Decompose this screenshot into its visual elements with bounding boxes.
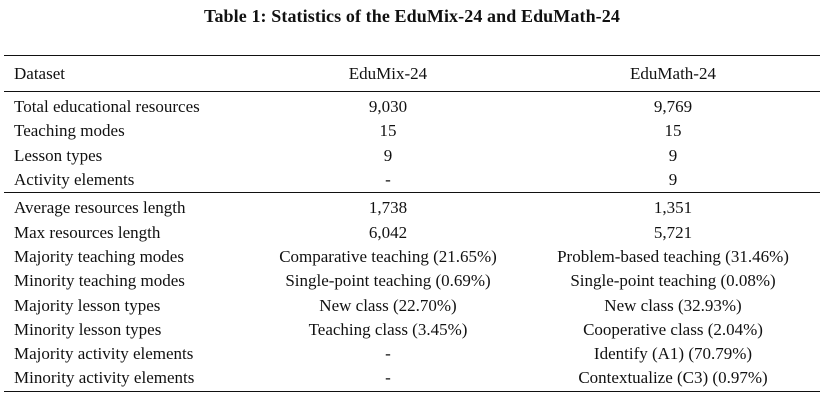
- edumath-value: New class (32.93%): [604, 295, 742, 315]
- column-header-edumath: EduMath-24: [526, 55, 820, 92]
- table-header-row: Dataset EduMix-24 EduMath-24: [4, 55, 820, 92]
- edumix-value: Single-point teaching (0.69%): [285, 271, 491, 291]
- edumix-value: 9,030: [250, 91, 526, 120]
- edumath-value: 9: [668, 170, 678, 190]
- edumix-value: -: [385, 344, 391, 364]
- edumath-value: Cooperative class (2.04%): [583, 319, 763, 339]
- table-row: Minority activity elements - Contextuali…: [4, 366, 820, 392]
- table-row: Average resources length 1,738 1,351: [4, 192, 820, 221]
- edumath-value: 9,769: [526, 91, 820, 120]
- table-row: Activity elements - 9: [4, 168, 820, 193]
- edumath-value: 15: [664, 121, 682, 141]
- edumix-value: Comparative teaching (21.65%): [279, 246, 497, 266]
- row-label: Total educational resources: [4, 91, 250, 120]
- table-row: Minority lesson types Teaching class (3.…: [4, 318, 820, 342]
- row-label: Activity elements: [14, 170, 135, 190]
- edumix-value: Teaching class (3.45%): [308, 319, 468, 339]
- table-row: Majority lesson types New class (22.70%)…: [4, 293, 820, 317]
- edumath-value: Problem-based teaching (31.46%): [557, 246, 789, 266]
- edumix-value: 1,738: [250, 192, 526, 221]
- row-label: Lesson types: [14, 145, 103, 165]
- column-header-dataset: Dataset: [4, 55, 250, 92]
- row-label: Average resources length: [4, 192, 250, 221]
- edumix-value: -: [385, 170, 391, 190]
- table-caption: Table 1: Statistics of the EduMix-24 and…: [204, 6, 620, 26]
- row-label: Majority activity elements: [14, 344, 194, 364]
- table-row: Majority teaching modes Comparative teac…: [4, 245, 820, 269]
- edumath-value: 5,721: [653, 222, 693, 242]
- row-label: Minority lesson types: [14, 319, 162, 339]
- row-label: Majority lesson types: [14, 295, 161, 315]
- table-row: Max resources length 6,042 5,721: [4, 220, 820, 244]
- row-label: Max resources length: [14, 222, 161, 242]
- edumix-value: 15: [379, 121, 397, 141]
- edumix-value: 9: [383, 145, 393, 165]
- column-header-edumix: EduMix-24: [250, 55, 526, 92]
- edumath-value: Contextualize (C3) (0.97%): [526, 366, 820, 392]
- table-row: Majority activity elements - Identify (A…: [4, 342, 820, 366]
- row-label: Minority activity elements: [4, 366, 250, 392]
- table-row: Minority teaching modes Single-point tea…: [4, 269, 820, 293]
- row-label: Minority teaching modes: [14, 271, 185, 291]
- edumath-value: 1,351: [526, 192, 820, 221]
- edumath-value: 9: [668, 145, 678, 165]
- edumix-value: New class (22.70%): [319, 295, 457, 315]
- table-row: Teaching modes 15 15: [4, 119, 820, 143]
- table-row: Lesson types 9 9: [4, 144, 820, 168]
- edumath-value: Single-point teaching (0.08%): [570, 271, 776, 291]
- row-label: Majority teaching modes: [14, 246, 184, 266]
- row-label: Teaching modes: [14, 121, 125, 141]
- edumix-value: -: [250, 366, 526, 392]
- table-row: Total educational resources 9,030 9,769: [4, 91, 820, 120]
- edumix-value: 6,042: [368, 222, 408, 242]
- statistics-table: Dataset EduMix-24 EduMath-24 Total educa…: [4, 55, 820, 392]
- edumath-value: Identify (A1) (70.79%): [593, 344, 753, 364]
